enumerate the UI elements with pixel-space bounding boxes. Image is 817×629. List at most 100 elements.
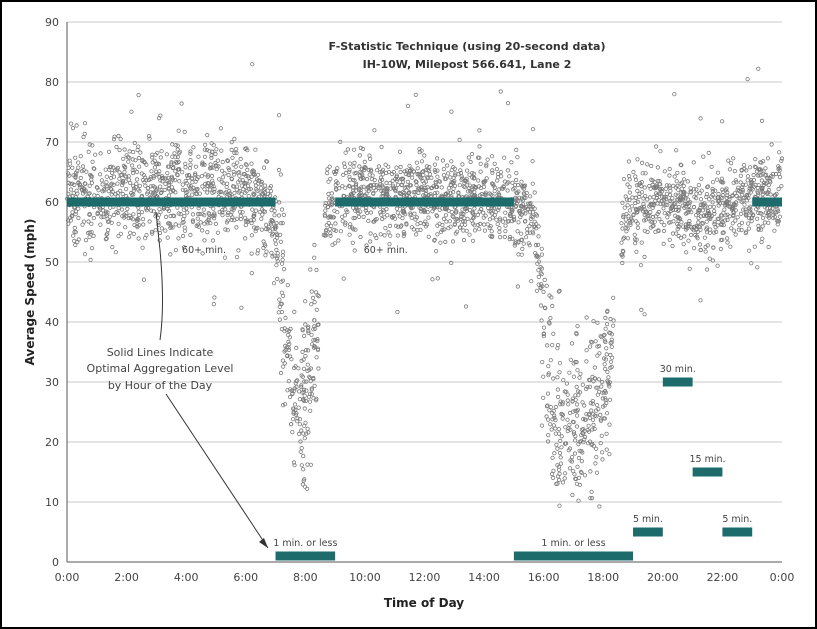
annotations: 60+ min. 60+ min.	[182, 245, 408, 256]
data-point	[680, 224, 686, 229]
data-point	[694, 191, 699, 196]
data-point	[426, 192, 431, 198]
data-point	[642, 254, 647, 259]
data-point	[655, 201, 660, 206]
data-point	[173, 169, 178, 174]
data-point	[111, 137, 117, 142]
data-point	[727, 214, 732, 219]
data-point	[675, 170, 680, 175]
data-point	[603, 398, 608, 403]
data-point	[420, 169, 425, 174]
data-point	[412, 211, 417, 216]
data-point	[451, 175, 456, 180]
data-point	[82, 252, 88, 257]
data-point	[302, 484, 308, 489]
data-point	[379, 188, 384, 193]
data-point	[766, 187, 772, 193]
data-point	[435, 174, 440, 179]
data-point	[546, 371, 551, 376]
data-point	[106, 227, 111, 233]
data-point	[379, 177, 385, 182]
data-point	[236, 190, 241, 195]
data-point	[407, 168, 412, 174]
data-point	[755, 185, 761, 191]
data-point	[514, 171, 519, 176]
data-point	[400, 216, 405, 221]
data-point	[495, 178, 500, 183]
data-point	[589, 408, 594, 413]
data-point	[368, 231, 373, 236]
data-point	[739, 167, 744, 172]
data-point	[292, 386, 297, 391]
data-point	[678, 190, 683, 195]
data-point	[685, 179, 690, 184]
data-point	[352, 160, 357, 165]
data-point	[692, 194, 697, 199]
data-point	[302, 477, 307, 482]
data-point	[328, 223, 334, 228]
data-point	[152, 165, 157, 170]
data-point	[166, 193, 172, 198]
data-point	[472, 228, 478, 233]
data-point	[589, 495, 595, 501]
data-point	[378, 175, 384, 180]
data-point	[497, 218, 502, 223]
data-point	[153, 228, 158, 233]
data-point	[597, 351, 602, 356]
data-point	[749, 179, 754, 184]
data-point	[238, 217, 244, 222]
data-point	[470, 192, 475, 198]
data-point	[626, 214, 631, 219]
data-point	[744, 210, 749, 215]
data-point	[165, 235, 170, 240]
data-point	[176, 236, 181, 241]
data-point	[343, 220, 348, 225]
data-point	[76, 206, 81, 211]
data-point	[661, 201, 666, 206]
data-point	[437, 179, 443, 184]
data-point	[347, 174, 352, 179]
data-point	[723, 218, 728, 223]
data-point	[73, 173, 78, 178]
data-point	[580, 400, 585, 405]
data-point	[715, 216, 720, 222]
data-point	[477, 221, 483, 226]
data-point	[76, 165, 81, 170]
data-point	[758, 173, 764, 178]
data-point	[704, 267, 710, 272]
data-point	[659, 189, 665, 194]
data-point	[352, 248, 357, 253]
data-point	[458, 170, 463, 176]
data-point	[127, 149, 132, 154]
data-point	[127, 235, 132, 240]
data-point	[449, 260, 454, 265]
data-point	[95, 185, 100, 190]
data-point	[535, 254, 540, 259]
data-point	[435, 223, 440, 228]
data-point	[253, 208, 259, 213]
data-point	[665, 202, 670, 208]
data-point	[600, 396, 605, 401]
data-point	[304, 379, 309, 384]
data-point	[604, 352, 609, 357]
data-point	[140, 245, 145, 250]
data-point	[89, 230, 94, 235]
data-point	[468, 159, 473, 165]
callout-line-3: by Hour of the Day	[108, 379, 213, 392]
data-point	[490, 168, 495, 173]
data-point	[406, 172, 411, 178]
data-point	[361, 184, 366, 189]
data-point	[278, 172, 283, 177]
segment-label: 5 min.	[633, 514, 663, 525]
data-point	[521, 241, 526, 246]
data-point	[711, 204, 717, 209]
data-point	[119, 172, 124, 177]
data-point	[315, 347, 321, 353]
data-point	[523, 219, 528, 224]
data-point	[430, 277, 435, 282]
data-point	[395, 210, 400, 215]
data-point	[117, 176, 122, 181]
data-point	[170, 225, 175, 230]
data-point	[685, 226, 690, 231]
